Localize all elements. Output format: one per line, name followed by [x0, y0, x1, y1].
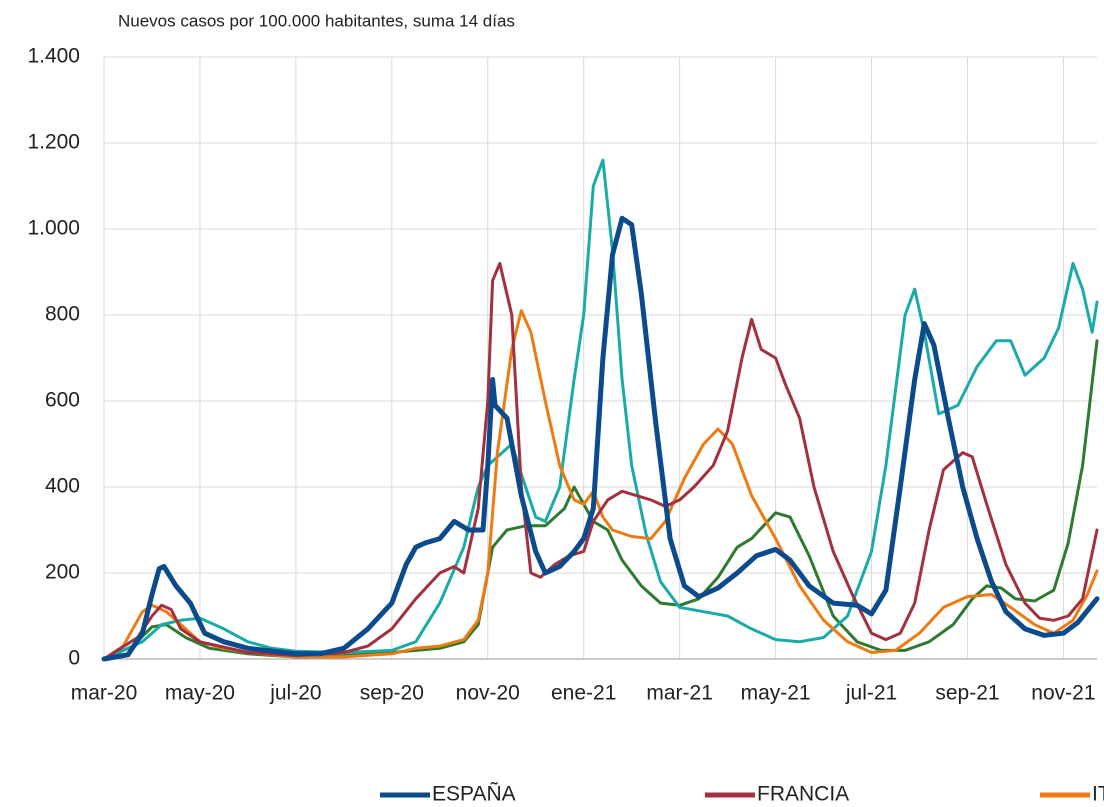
x-tick-label: may-21	[741, 682, 811, 705]
y-tick-label: 600	[45, 389, 80, 412]
x-tick-label: mar-21	[646, 682, 713, 705]
y-tick-label: 1.200	[27, 131, 80, 154]
x-tick-label: sep-20	[360, 682, 424, 705]
y-tick-label: 400	[45, 475, 80, 498]
y-tick-label: 1.000	[27, 217, 80, 240]
y-tick-label: 200	[45, 561, 80, 584]
series-line	[101, 215, 1100, 662]
x-tick-label: nov-20	[456, 682, 520, 705]
x-tick-label: sep-21	[935, 682, 999, 705]
legend-label: ITALIA	[1092, 783, 1104, 806]
chart-subtitle: Nuevos casos por 100.000 habitantes, sum…	[118, 11, 515, 30]
legend-label: FRANCIA	[757, 783, 849, 806]
x-tick-label: mar-20	[71, 682, 138, 705]
x-tick-label: nov-21	[1031, 682, 1095, 705]
series-line	[102, 158, 1099, 661]
series-line	[102, 261, 1099, 661]
legend-label: ESPAÑA	[432, 782, 516, 806]
x-tick-label: may-20	[165, 682, 235, 705]
x-tick-label: jul-20	[269, 682, 321, 705]
x-tick-label: ene-21	[551, 682, 616, 705]
y-tick-label: 0	[68, 647, 80, 670]
x-tick-label: jul-21	[845, 682, 897, 705]
y-tick-label: 1.400	[27, 45, 80, 68]
y-tick-label: 800	[45, 303, 80, 326]
